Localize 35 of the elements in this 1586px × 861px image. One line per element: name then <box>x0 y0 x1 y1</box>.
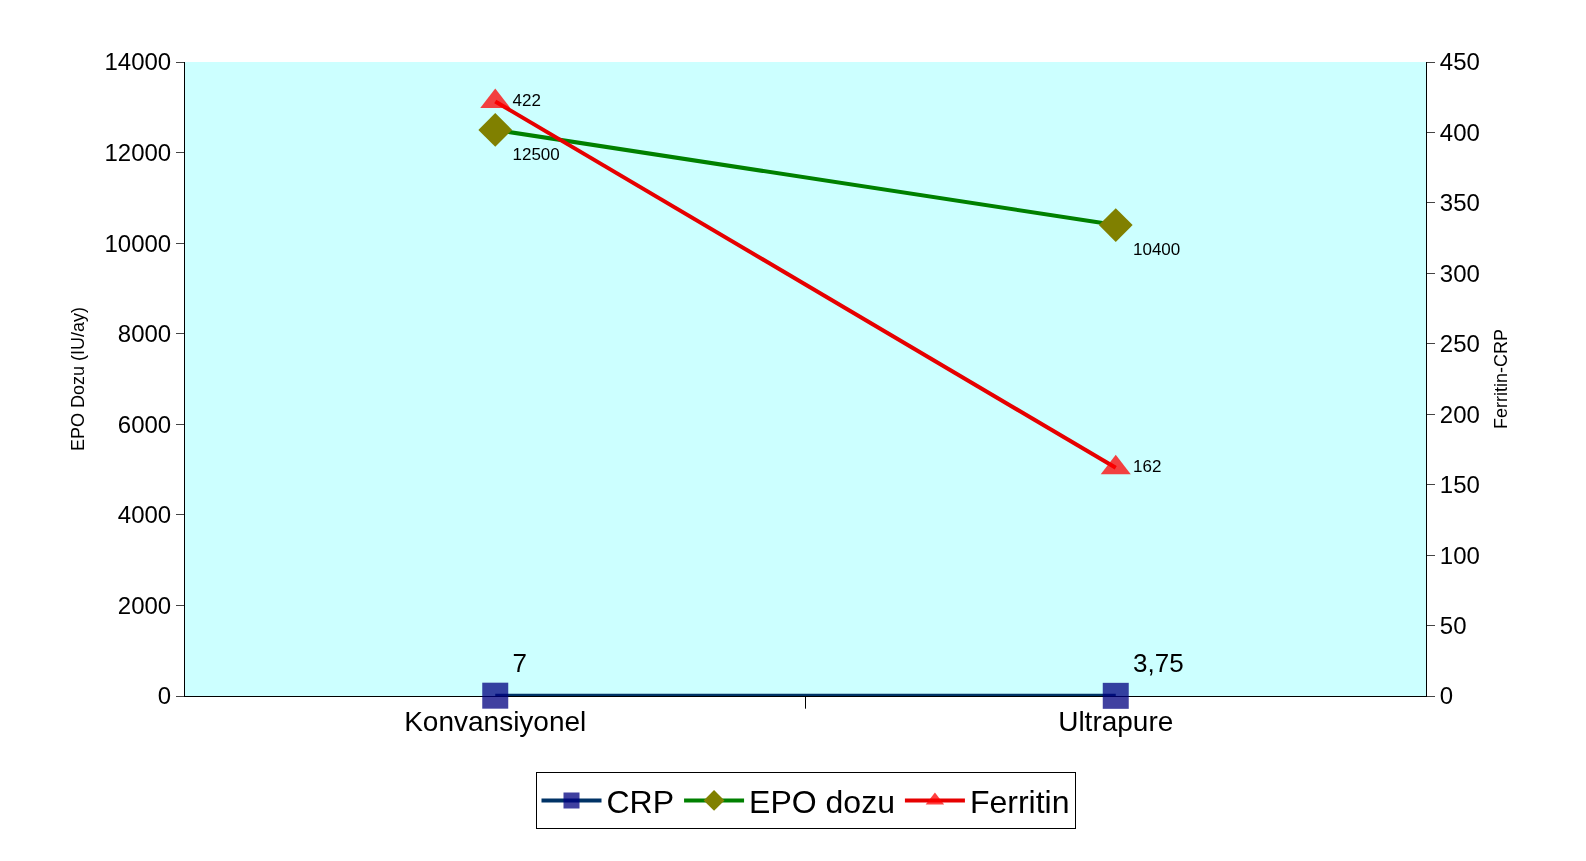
y2-tick-label: 250 <box>1439 330 1480 358</box>
x-tick-label: Konvansiyonel <box>404 705 587 737</box>
y2-axis-title: Ferritin-CRP <box>1490 328 1511 430</box>
y2-tick-label: 350 <box>1439 189 1480 217</box>
legend-label: EPO dozu <box>749 783 895 820</box>
y-tick-label: 4000 <box>117 501 172 529</box>
y2-tick-label: 450 <box>1439 48 1480 76</box>
legend-label: Ferritin <box>969 783 1070 820</box>
data-label: 3,75 <box>1133 648 1184 679</box>
y-tick-label: 2000 <box>117 591 172 619</box>
data-label: 162 <box>1133 457 1162 477</box>
data-label: 12500 <box>512 144 560 164</box>
data-label: 10400 <box>1133 240 1181 260</box>
y2-tick-label: 300 <box>1439 259 1480 287</box>
y-tick-label: 14000 <box>104 48 172 76</box>
y-tick-label: 6000 <box>117 410 172 438</box>
x-tick-label: Ultrapure <box>1058 705 1174 737</box>
y-axis-title: EPO Dozu (IU/ay) <box>67 306 88 452</box>
y-tick-label: 10000 <box>104 229 172 257</box>
y2-tick-label: 400 <box>1439 118 1480 146</box>
data-label: 7 <box>512 647 527 678</box>
y2-tick-label: 200 <box>1439 400 1480 428</box>
y2-tick-label: 50 <box>1439 611 1467 639</box>
y2-tick-label: 100 <box>1439 541 1480 569</box>
legend-label: CRP <box>606 783 675 820</box>
y-tick-label: 0 <box>157 682 172 710</box>
y-tick-label: 8000 <box>117 320 172 348</box>
point <box>1098 208 1133 242</box>
y2-tick-label: 0 <box>1439 682 1454 710</box>
y-tick-label: 12000 <box>104 138 172 166</box>
data-label: 422 <box>512 90 541 110</box>
point <box>478 113 513 147</box>
point <box>482 682 509 709</box>
point <box>1102 682 1129 709</box>
y2-tick-label: 150 <box>1439 471 1480 499</box>
